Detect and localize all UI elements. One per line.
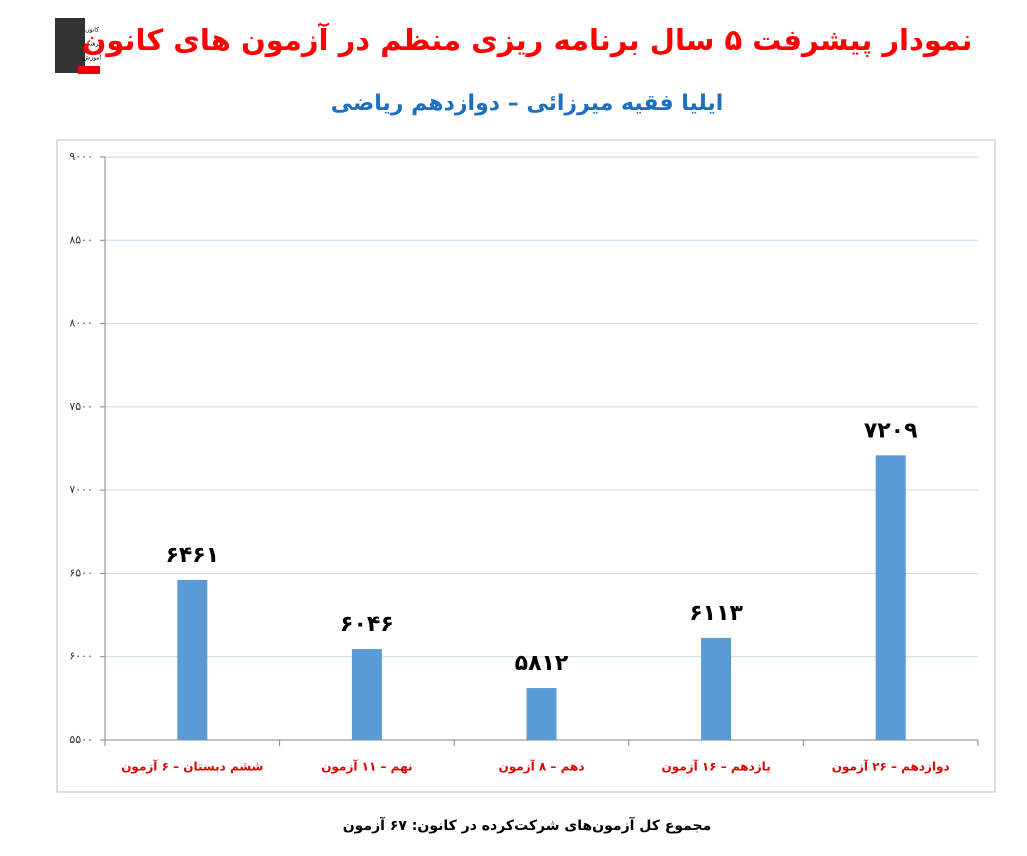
logo-text: کانون (85, 27, 99, 34)
bar (701, 637, 732, 740)
plot-frame (56, 139, 996, 793)
logo-figure (55, 18, 85, 73)
chart-title: نمودار پیشرفت ۵ سال برنامه ریزی منظم در … (82, 22, 973, 58)
y-tick-label: ۹۰۰۰ (69, 150, 93, 163)
y-tick-label: ۸۰۰۰ (69, 317, 93, 330)
bar (351, 649, 382, 740)
footer-note: مجموع کل آزمون‌های شرکت‌کرده در کانون: ۶… (343, 816, 712, 834)
y-tick-label: ۸۵۰۰ (69, 233, 93, 246)
data-label: ۵۸۱۲ (515, 651, 569, 676)
y-tick-label: ۷۵۰۰ (69, 400, 93, 413)
logo-text: آموزش (83, 53, 102, 62)
x-tick-label: یازدهم – ۱۶ آزمون (661, 759, 770, 775)
y-tick-label: ۵۵۰۰ (69, 733, 93, 746)
x-tick-label: دهم – ۸ آزمون (499, 759, 585, 775)
bar (177, 579, 208, 740)
bar (875, 455, 906, 740)
x-tick-label: نهم – ۱۱ آزمون (321, 759, 412, 775)
bar (526, 688, 557, 740)
data-label: ۷۲۰۹ (864, 418, 918, 443)
data-label: ۶۰۴۶ (340, 612, 394, 637)
chart-subtitle: ایلیا فقیه میرزائی – دوازدهم ریاضی (331, 91, 724, 116)
logo-text: فرهنگی (82, 40, 102, 48)
data-label: ۶۱۱۳ (689, 601, 743, 626)
data-label: ۶۴۶۱ (165, 543, 219, 568)
y-tick-label: ۶۵۰۰ (69, 566, 93, 579)
logo: کانون فرهنگی آموزش (55, 18, 102, 74)
x-tick-label: ششم دبستان – ۶ آزمون (121, 759, 263, 775)
y-tick-label: ۶۰۰۰ (69, 650, 93, 663)
y-tick-label: ۷۰۰۰ (69, 483, 93, 496)
x-tick-label: دوازدهم – ۲۶ آزمون (832, 759, 950, 775)
logo-badge (78, 66, 100, 74)
